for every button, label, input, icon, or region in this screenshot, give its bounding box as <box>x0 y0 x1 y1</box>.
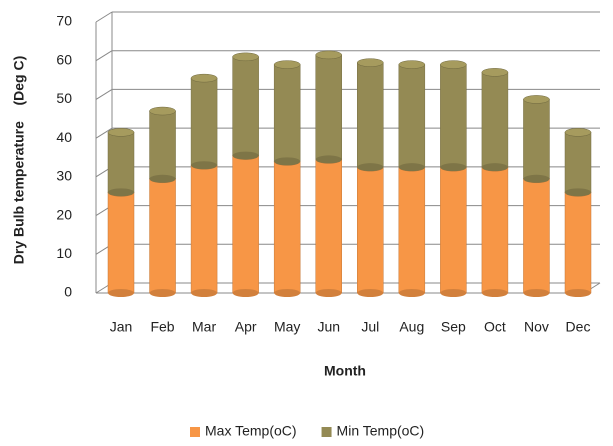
bar-top-cap <box>440 60 467 69</box>
grid-line-side <box>95 11 113 23</box>
bar-bottom-cap <box>274 289 301 297</box>
bar-segment <box>149 178 176 294</box>
bar-bottom-cap <box>523 289 550 297</box>
x-tick-label: Feb <box>150 319 174 335</box>
y-tick-label: 30 <box>56 168 72 184</box>
y-tick-label: 50 <box>56 90 72 106</box>
bar-segment <box>273 161 301 294</box>
bar-segment <box>357 166 384 294</box>
bar-bottom-cap <box>315 289 342 297</box>
x-tick-label: May <box>274 319 300 335</box>
bar-bottom-cap <box>398 289 425 297</box>
y-tick-label: 40 <box>56 129 72 145</box>
bar-bottom-cap <box>440 163 467 172</box>
bar-segment <box>481 72 509 168</box>
bar-segment <box>564 192 592 294</box>
legend-label: Min Temp(oC) <box>337 423 425 439</box>
x-tick-label: Jan <box>110 319 133 335</box>
bar-bottom-cap <box>149 289 176 297</box>
legend-swatch <box>190 427 200 437</box>
x-tick-label: Apr <box>235 319 257 335</box>
grid-line-side <box>95 127 113 139</box>
bar-bottom-cap <box>191 289 218 297</box>
bar-segment <box>315 159 342 294</box>
bar-top-cap <box>232 52 259 62</box>
bar-bottom-cap <box>523 174 550 183</box>
bar-segment <box>440 64 467 168</box>
bar-segment <box>107 132 135 193</box>
bar-top-cap <box>481 68 509 77</box>
x-tick-label: Dec <box>566 319 591 335</box>
bar-bottom-cap <box>357 163 384 172</box>
bar-bottom-cap <box>481 163 508 172</box>
bar-segment <box>190 77 218 166</box>
bar-segment <box>523 99 550 180</box>
bar-segment <box>315 54 342 160</box>
grid-line-side <box>95 89 113 100</box>
bar-segment <box>149 110 176 180</box>
x-tick-label: Nov <box>524 319 549 335</box>
bar-top-cap <box>315 50 342 60</box>
y-axis-title: Dry Bulb temperature (Deg C) <box>11 56 27 264</box>
grid-line-side <box>95 50 113 62</box>
bar-top-cap <box>273 60 301 69</box>
bar-top-cap <box>398 60 426 69</box>
bar-segment <box>440 166 467 294</box>
bar-bottom-cap <box>565 289 591 297</box>
bar-bottom-cap <box>108 289 134 297</box>
y-tick-label: 0 <box>64 284 72 300</box>
legend-swatch <box>321 427 332 437</box>
y-tick-label: 10 <box>56 245 72 261</box>
x-axis-title: Month <box>324 363 366 379</box>
bar-segment <box>523 178 550 294</box>
x-tick-label: Mar <box>192 319 216 335</box>
bar-segment <box>398 64 426 168</box>
bar-segment <box>190 164 218 294</box>
bar-bottom-cap <box>108 188 134 197</box>
bar-segment <box>357 62 384 168</box>
y-tick-label: 60 <box>56 51 72 67</box>
bar-bottom-cap <box>481 289 508 297</box>
bar-bottom-cap <box>232 289 259 297</box>
bar-top-cap <box>149 106 176 116</box>
bar-top-cap <box>564 128 592 137</box>
bar-segment <box>232 155 259 294</box>
bar-segment <box>232 56 259 156</box>
legend-label: Max Temp(oC) <box>205 423 297 439</box>
bar-bottom-cap <box>191 161 218 170</box>
bar-bottom-cap <box>274 157 301 166</box>
bar-segment <box>481 166 509 294</box>
x-tick-label: Jun <box>317 319 340 335</box>
bar-bottom-cap <box>149 174 176 183</box>
bar-segment <box>398 166 426 294</box>
bar-segment <box>273 64 301 162</box>
y-tick-label: 70 <box>56 13 72 29</box>
bar-top-cap <box>523 95 550 104</box>
bar-bottom-cap <box>315 155 342 164</box>
x-tick-label: Oct <box>484 319 506 335</box>
x-tick-label: Jul <box>361 319 379 335</box>
x-tick-label: Sep <box>441 319 466 335</box>
bar-top-cap <box>107 128 135 137</box>
bar-bottom-cap <box>565 188 591 197</box>
bar-bottom-cap <box>232 151 259 160</box>
bar-bottom-cap <box>357 289 384 297</box>
bar-top-cap <box>190 73 218 83</box>
bar-segment <box>564 132 592 193</box>
bar-bottom-cap <box>440 289 467 297</box>
x-tick-label: Aug <box>399 319 424 335</box>
bar-bottom-cap <box>398 163 425 172</box>
bar-segment <box>107 192 135 294</box>
bar-top-cap <box>357 58 384 67</box>
y-tick-label: 20 <box>56 206 72 222</box>
